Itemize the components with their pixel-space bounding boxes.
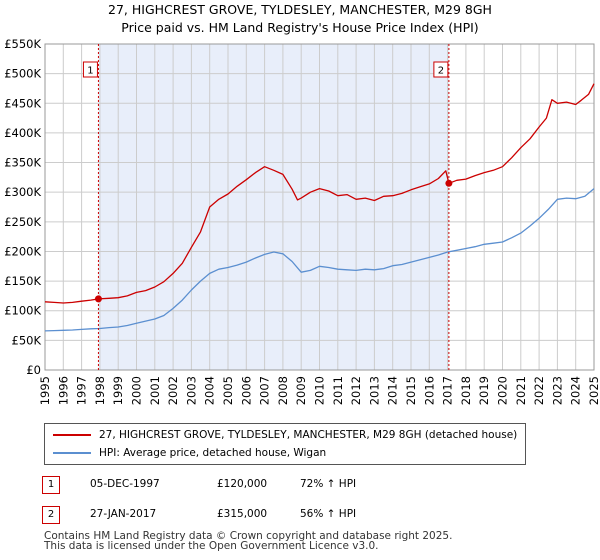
ownership-shade: [98, 44, 449, 370]
x-tick-label: 2023: [550, 376, 564, 405]
x-tick-label: 2025: [587, 376, 600, 405]
x-tick-label: 2012: [349, 376, 363, 405]
sale-hpi-change: 72% ↑ HPI: [300, 478, 357, 490]
x-tick-label: 1999: [111, 376, 125, 405]
x-tick-label: 2022: [532, 376, 546, 405]
sale-badge: 1: [42, 476, 60, 494]
y-tick-label: £500K: [4, 67, 41, 81]
legend-label-property: 27, HIGHCREST GROVE, TYLDESLEY, MANCHEST…: [99, 429, 518, 441]
footer: Contains HM Land Registry data © Crown c…: [44, 530, 453, 552]
sale-row-2: 2 27-JAN-2017 £315,000 56% ↑ HPI: [0, 506, 600, 526]
sale-label-box: [82, 61, 98, 78]
x-tick-label: 1995: [38, 376, 52, 405]
legend-swatch-property: [53, 434, 91, 436]
sale-point: [445, 179, 453, 187]
sale-label-box: [433, 61, 449, 78]
property-series-line: [44, 83, 595, 304]
y-tick-label: £450K: [4, 96, 41, 110]
x-tick-label: 2009: [294, 376, 308, 405]
chart-title: 27, HIGHCREST GROVE, TYLDESLEY, MANCHEST…: [108, 2, 492, 17]
x-tick-label: 2014: [386, 376, 400, 405]
y-tick-label: £200K: [4, 244, 41, 258]
sale-date: 27-JAN-2017: [90, 508, 157, 520]
x-tick-label: 2015: [404, 376, 418, 405]
x-tick-label: 2016: [422, 376, 436, 405]
x-tick-label: 2006: [239, 376, 253, 405]
x-tick-label: 2008: [276, 376, 290, 405]
x-tick-label: 2007: [258, 376, 272, 405]
x-tick-label: 2024: [569, 376, 583, 405]
x-tick-label: 2020: [496, 376, 510, 405]
sale-label-number: 1: [87, 66, 93, 77]
plot-border: [44, 43, 595, 371]
price-chart: £0 £50K £100K £150K £200K £250K £300K £350K £400…: [4, 37, 600, 405]
sale-date: 05-DEC-1997: [90, 478, 160, 490]
x-tick-label: 2018: [459, 376, 473, 405]
x-tick-label: 1998: [93, 376, 107, 405]
sale-point: [94, 295, 102, 303]
x-tick-label: 2003: [184, 376, 198, 405]
y-tick-label: £550K: [4, 37, 41, 51]
y-tick-label: £250K: [4, 215, 41, 229]
sale-price: £315,000: [217, 508, 268, 520]
x-tick-label: 2021: [514, 376, 528, 405]
x-tick-label: 2017: [441, 376, 455, 405]
y-tick-label: £100K: [4, 304, 41, 318]
y-tick-label: £300K: [4, 185, 41, 199]
legend: 27, HIGHCREST GROVE, TYLDESLEY, MANCHEST…: [44, 423, 526, 465]
hpi-series-line: [44, 188, 595, 332]
sale-price: £120,000: [217, 478, 268, 490]
sale-badge: 2: [42, 506, 60, 524]
footer-license: This data is licensed under the Open Gov…: [44, 540, 379, 552]
legend-label-hpi: HPI: Average price, detached house, Wiga…: [99, 447, 327, 459]
x-tick-label: 2019: [477, 376, 491, 405]
x-tick-label: 2000: [130, 376, 144, 405]
chart-subtitle: Price paid vs. HM Land Registry's House …: [121, 20, 479, 35]
footer-copyright: Contains HM Land Registry data © Crown c…: [44, 530, 453, 542]
x-tick-label: 2010: [313, 376, 327, 405]
sale-hpi-change: 56% ↑ HPI: [300, 508, 357, 520]
y-tick-label: £400K: [4, 126, 41, 140]
legend-item-property: 27, HIGHCREST GROVE, TYLDESLEY, MANCHEST…: [53, 426, 517, 444]
x-tick-label: 2011: [331, 376, 345, 405]
x-tick-label: 2013: [367, 376, 381, 405]
y-tick-label: £150K: [4, 274, 41, 288]
x-tick-label: 2005: [221, 376, 235, 405]
x-tick-label: 2004: [203, 376, 217, 405]
legend-swatch-hpi: [53, 452, 91, 454]
y-tick-label: £50K: [12, 333, 42, 347]
legend-item-hpi: HPI: Average price, detached house, Wiga…: [53, 444, 326, 462]
x-tick-label: 2001: [148, 376, 162, 405]
sale-row-1: 1 05-DEC-1997 £120,000 72% ↑ HPI: [0, 476, 600, 496]
x-tick-label: 1996: [56, 376, 70, 405]
y-tick-label: £0: [26, 363, 41, 377]
y-tick-label: £350K: [4, 156, 41, 170]
x-tick-label: 2002: [166, 376, 180, 405]
x-tick-label: 1997: [75, 376, 89, 405]
sale-label-number: 2: [438, 66, 444, 77]
